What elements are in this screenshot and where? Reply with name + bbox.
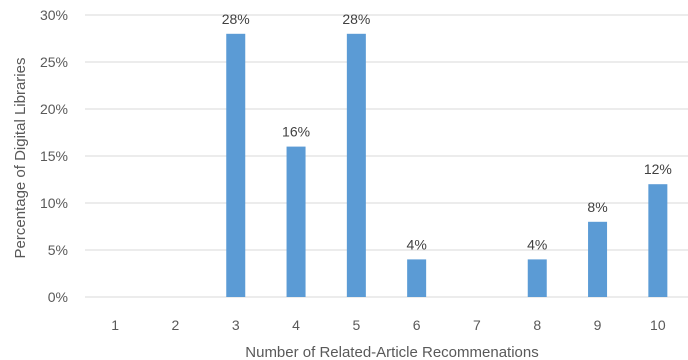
x-tick-labels: 1 2 3 4 5 6 7 8 9 10 — [111, 317, 666, 333]
data-label-5: 28% — [342, 11, 370, 27]
bar-9 — [588, 221, 608, 297]
x-tick-label: 9 — [594, 317, 602, 333]
bar-4 — [286, 146, 306, 297]
y-tick-label: 5% — [48, 242, 68, 258]
y-tick-labels: 0% 5% 10% 15% 20% 25% 30% — [40, 7, 68, 305]
x-tick-label: 10 — [650, 317, 666, 333]
x-tick-label: 2 — [172, 317, 180, 333]
y-tick-label: 20% — [40, 101, 68, 117]
y-tick-label: 15% — [40, 148, 68, 164]
x-tick-label: 3 — [232, 317, 240, 333]
data-label-3: 28% — [222, 11, 250, 27]
x-tick-label: 8 — [533, 317, 541, 333]
bar-3 — [226, 33, 246, 298]
x-tick-label: 7 — [473, 317, 481, 333]
bar-6 — [407, 259, 427, 297]
bars — [226, 33, 668, 298]
data-label-4: 16% — [282, 124, 310, 140]
y-tick-label: 0% — [48, 289, 68, 305]
data-label-10: 12% — [644, 161, 672, 177]
x-tick-label: 1 — [111, 317, 119, 333]
bar-10 — [648, 184, 668, 297]
y-axis-title: Percentage of Digital Libraries — [12, 58, 29, 259]
x-tick-label: 4 — [292, 317, 300, 333]
y-tick-label: 25% — [40, 54, 68, 70]
gridlines — [85, 14, 688, 298]
data-label-6: 4% — [407, 236, 427, 252]
x-tick-label: 5 — [352, 317, 360, 333]
bar-5 — [346, 33, 366, 298]
y-tick-label: 30% — [40, 7, 68, 23]
bar-8 — [527, 259, 547, 297]
y-tick-label: 10% — [40, 195, 68, 211]
data-label-9: 8% — [587, 199, 607, 215]
data-labels: 28% 16% 28% 4% 4% 8% 12% — [222, 11, 672, 253]
x-axis-title: Number of Related-Article Recommenations — [245, 344, 538, 360]
data-label-8: 4% — [527, 236, 547, 252]
x-tick-label: 6 — [413, 317, 421, 333]
